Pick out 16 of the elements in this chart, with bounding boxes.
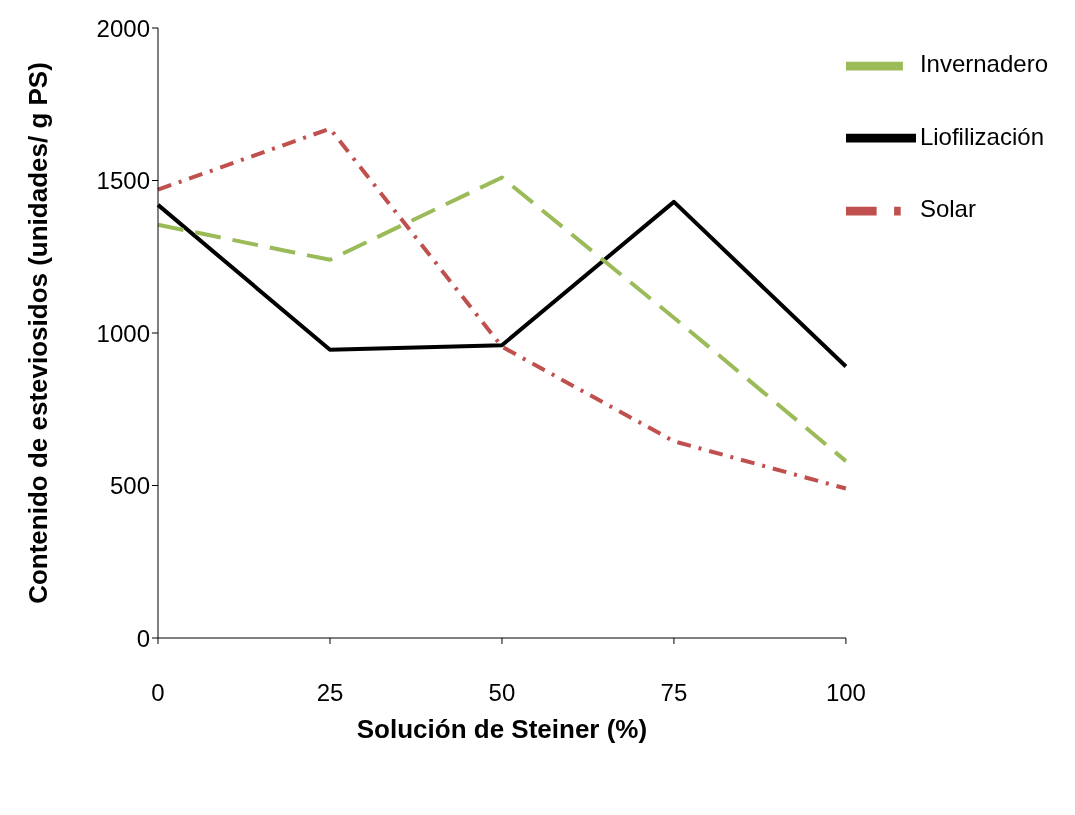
- x-tick-label: 100: [825, 679, 866, 707]
- y-axis-title: Contenido de esteviosidos (unidades/ g PS): [23, 62, 54, 604]
- y-tick-label: 1500: [96, 167, 150, 195]
- x-axis-title: Solución de Steiner (%): [356, 714, 648, 744]
- y-tick-label: 500: [109, 472, 150, 500]
- legend-label: Liofilización: [919, 122, 1044, 150]
- line-series: [156, 175, 848, 464]
- legend-label: Invernadero: [919, 50, 1048, 77]
- x-tick-label: 50: [488, 679, 516, 707]
- legend-label: Solar: [919, 195, 976, 223]
- y-tick-label: 2000: [96, 14, 150, 42]
- x-tick-label: 75: [660, 679, 688, 707]
- line-series: [156, 126, 848, 491]
- x-tick-label: 25: [316, 679, 344, 707]
- y-tick-label: 0: [136, 624, 150, 652]
- y-tick-label: 1000: [96, 319, 150, 347]
